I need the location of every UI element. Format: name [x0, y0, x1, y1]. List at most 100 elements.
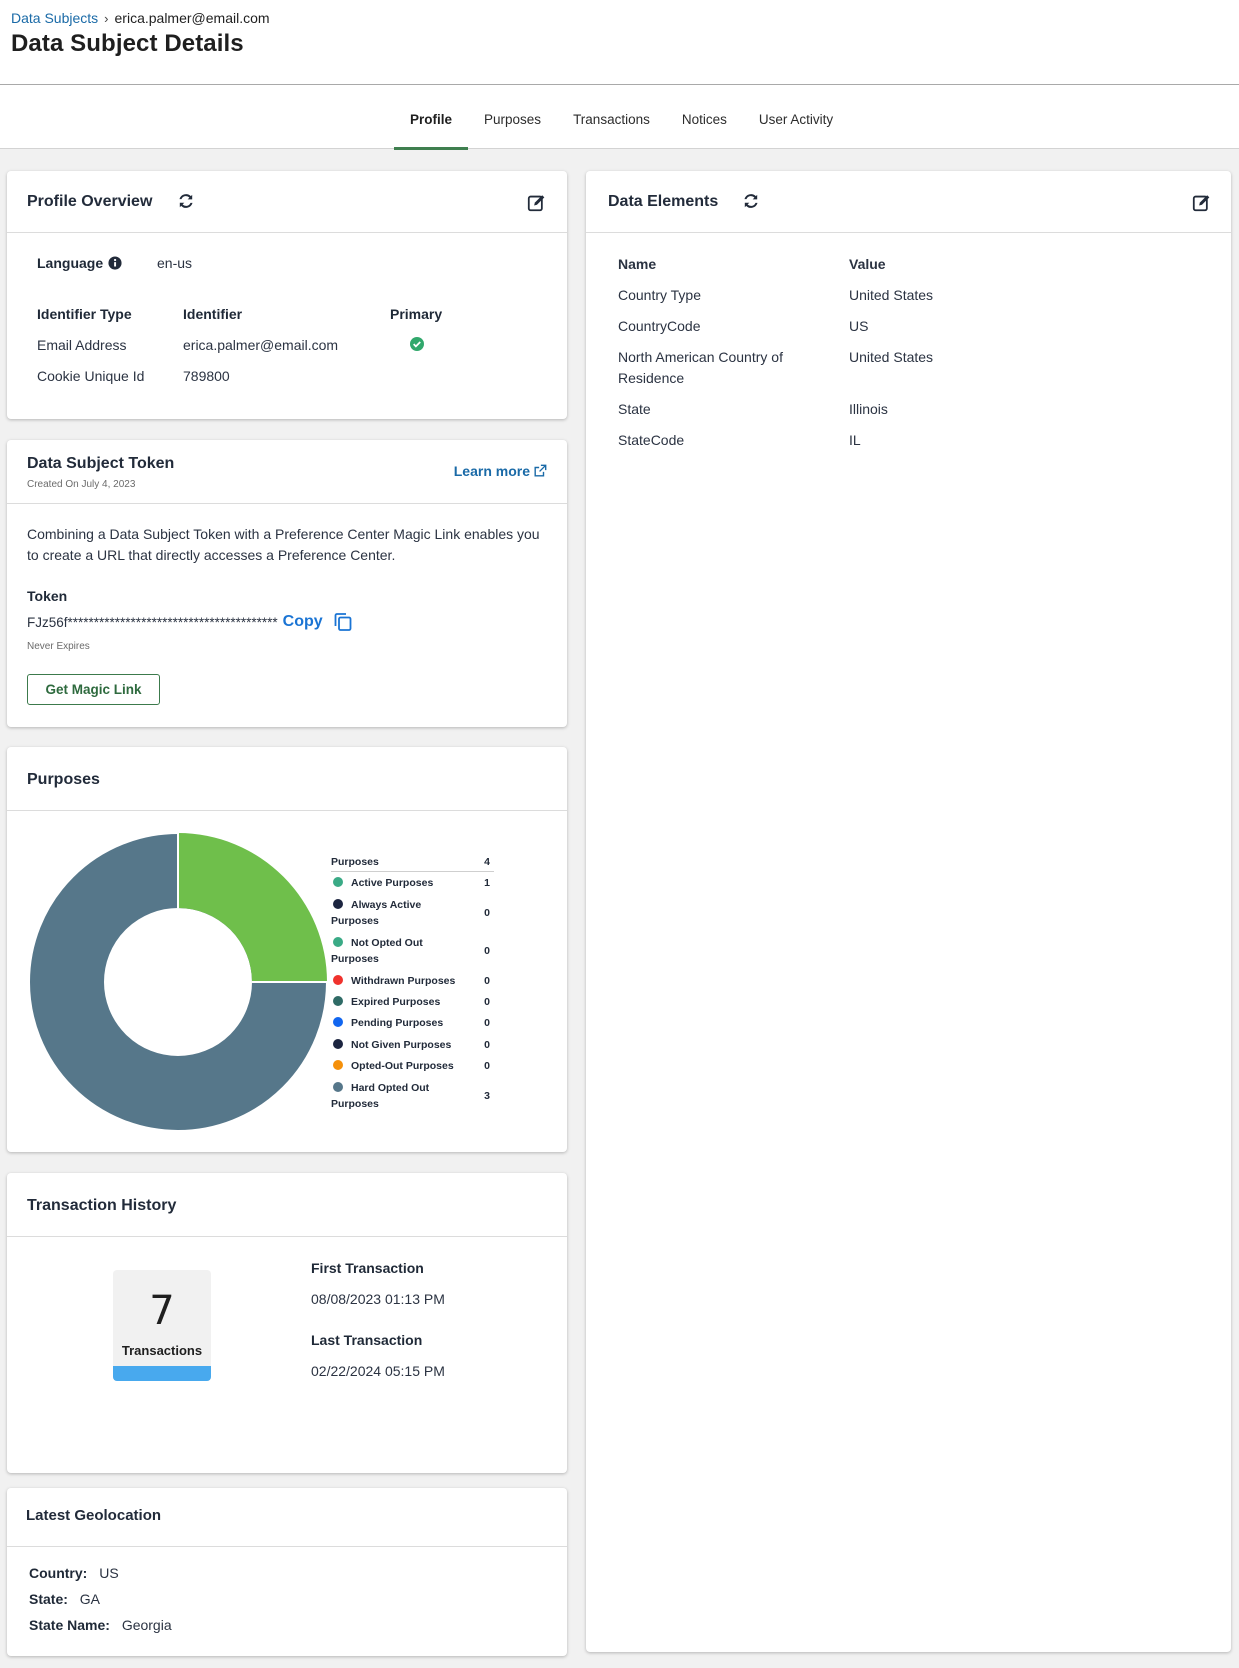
- legend-item: Opted-Out Purposes 0: [331, 1055, 494, 1077]
- geolocation-header: Latest Geolocation: [7, 1488, 567, 1547]
- first-transaction-label: First Transaction: [311, 1260, 424, 1276]
- profile-overview-title: Profile Overview: [27, 193, 153, 210]
- edit-icon[interactable]: [525, 191, 547, 213]
- profile-overview-card: Profile Overview Language en-us Identifi…: [7, 171, 567, 419]
- col-identifier: Identifier: [183, 306, 243, 322]
- legend-dot-icon: [333, 1038, 343, 1049]
- last-transaction-label: Last Transaction: [311, 1332, 423, 1348]
- geo-country-row: Country: US: [29, 1565, 119, 1581]
- get-magic-link-button[interactable]: Get Magic Link: [27, 674, 160, 705]
- transaction-history-header: Transaction History: [7, 1173, 567, 1237]
- token-created-date: Created On July 4, 2023: [27, 479, 136, 490]
- legend-item: Active Purposes 1: [331, 872, 494, 894]
- language-value: en-us: [157, 255, 193, 271]
- data-elements-card: Data Elements Name Value Country Type Un…: [586, 171, 1231, 1652]
- tabs-bar: Profile Purposes Transactions Notices Us…: [0, 85, 1239, 150]
- refresh-icon[interactable]: [740, 190, 762, 212]
- geo-country-label: Country:: [29, 1565, 88, 1581]
- geo-state-name-label: State Name:: [29, 1617, 110, 1633]
- legend-item: Not Opted Out Purposes 0: [331, 937, 490, 965]
- token-description: Combining a Data Subject Token with a Pr…: [27, 526, 540, 563]
- geo-state-value: GA: [79, 1591, 101, 1607]
- transaction-history-card: Transaction History: [7, 1173, 567, 1473]
- data-element-name: North American Country of Residence: [618, 349, 783, 386]
- transaction-count-bar: [113, 1366, 211, 1381]
- breadcrumb-current: erica.palmer@email.com: [114, 10, 270, 26]
- legend-dot-icon: [333, 899, 343, 909]
- copy-icon: [333, 612, 353, 632]
- language-label-row: Language: [37, 255, 122, 271]
- language-label: Language: [37, 255, 104, 271]
- geo-state-label: State:: [29, 1591, 68, 1607]
- geo-state-name-value: Georgia: [121, 1617, 172, 1633]
- profile-overview-header: Profile Overview: [7, 171, 567, 233]
- legend-item: Hard Opted Out Purposes 3: [331, 1082, 490, 1110]
- tab-notices[interactable]: Notices: [681, 111, 727, 127]
- col-identifier-type: Identifier Type: [37, 306, 132, 322]
- geo-state-name-row: State Name: Georgia: [29, 1617, 172, 1633]
- identifier-type-cell: Email Address: [37, 337, 127, 353]
- tab-user-activity[interactable]: User Activity: [758, 111, 834, 127]
- copy-button[interactable]: Copy: [283, 612, 353, 632]
- data-element-name: StateCode: [618, 432, 685, 448]
- token-value: FJz56f**********************************…: [27, 614, 278, 630]
- tab-purposes[interactable]: Purposes: [484, 111, 542, 127]
- latest-geolocation-card: Latest Geolocation Country: US State: GA…: [7, 1488, 567, 1656]
- legend-dot-icon: [333, 1082, 343, 1092]
- data-element-value: United States: [849, 287, 934, 303]
- tab-transactions[interactable]: Transactions: [573, 111, 650, 127]
- token-expiry: Never Expires: [27, 641, 90, 652]
- data-element-name: CountryCode: [618, 318, 701, 334]
- legend-header-label: Purposes: [331, 855, 379, 868]
- learn-more-label: Learn more: [453, 463, 530, 479]
- data-subject-token-card: Data Subject Token Created On July 4, 20…: [7, 440, 567, 727]
- data-elements-header: Data Elements: [586, 171, 1231, 233]
- breadcrumb-data-subjects-link[interactable]: Data Subjects: [11, 10, 99, 26]
- identifier-cell: 789800: [183, 368, 230, 384]
- data-element-value: Illinois: [849, 401, 888, 417]
- transaction-count-tile[interactable]: 7 Transactions: [113, 1270, 211, 1381]
- chart-slice-active: [178, 833, 327, 982]
- transaction-count: 7: [149, 1288, 175, 1334]
- legend-dot-icon: [333, 1017, 343, 1027]
- data-element-value: United States: [849, 349, 934, 365]
- refresh-icon[interactable]: [175, 190, 197, 212]
- data-element-name: State: [618, 401, 651, 417]
- legend-header: Purposes 4: [331, 852, 494, 872]
- primary-check-icon: [410, 337, 424, 356]
- col-value: Value: [849, 256, 886, 272]
- data-element-value: IL: [849, 432, 861, 448]
- token-header: Data Subject Token Created On July 4, 20…: [7, 440, 567, 504]
- last-transaction-value: 02/22/2024 05:15 PM: [311, 1363, 445, 1379]
- legend-dot-icon: [333, 974, 343, 985]
- tab-list: Profile Purposes Transactions Notices Us…: [394, 85, 849, 150]
- legend-item: Always Active Purposes 0: [331, 899, 490, 927]
- edit-icon[interactable]: [1190, 191, 1212, 213]
- col-name: Name: [618, 256, 657, 272]
- learn-more-link[interactable]: Learn more: [454, 463, 547, 479]
- tab-profile[interactable]: Profile: [394, 85, 469, 150]
- transaction-count-label: Transactions: [121, 1343, 203, 1358]
- purposes-header: Purposes: [7, 747, 567, 811]
- data-elements-title: Data Elements: [608, 193, 719, 210]
- geolocation-title: Latest Geolocation: [26, 1507, 162, 1524]
- legend-header-count: 4: [484, 855, 490, 868]
- data-element-value: US: [849, 318, 869, 334]
- purposes-donut-chart: [30, 833, 327, 1130]
- legend-dot-icon: [333, 937, 343, 947]
- legend-item: Pending Purposes 0: [331, 1012, 494, 1034]
- purposes-legend: Purposes 4 Active Purposes 1 Always Acti…: [331, 852, 494, 1115]
- geo-state-row: State: GA: [29, 1591, 100, 1607]
- legend-item: Withdrawn Purposes 0: [331, 970, 494, 991]
- token-row: FJz56f**********************************…: [27, 612, 353, 632]
- legend-dot-icon: [333, 1060, 343, 1070]
- info-icon[interactable]: [108, 256, 122, 270]
- page-title: Data Subject Details: [11, 30, 244, 57]
- token-title: Data Subject Token: [27, 455, 175, 472]
- first-transaction-value: 08/08/2023 01:13 PM: [311, 1291, 445, 1307]
- legend-item: Not Given Purposes 0: [331, 1034, 494, 1055]
- external-link-icon: [533, 464, 547, 478]
- data-element-name: Country Type: [618, 287, 702, 303]
- purposes-title: Purposes: [27, 771, 100, 788]
- legend-dot-icon: [333, 877, 343, 887]
